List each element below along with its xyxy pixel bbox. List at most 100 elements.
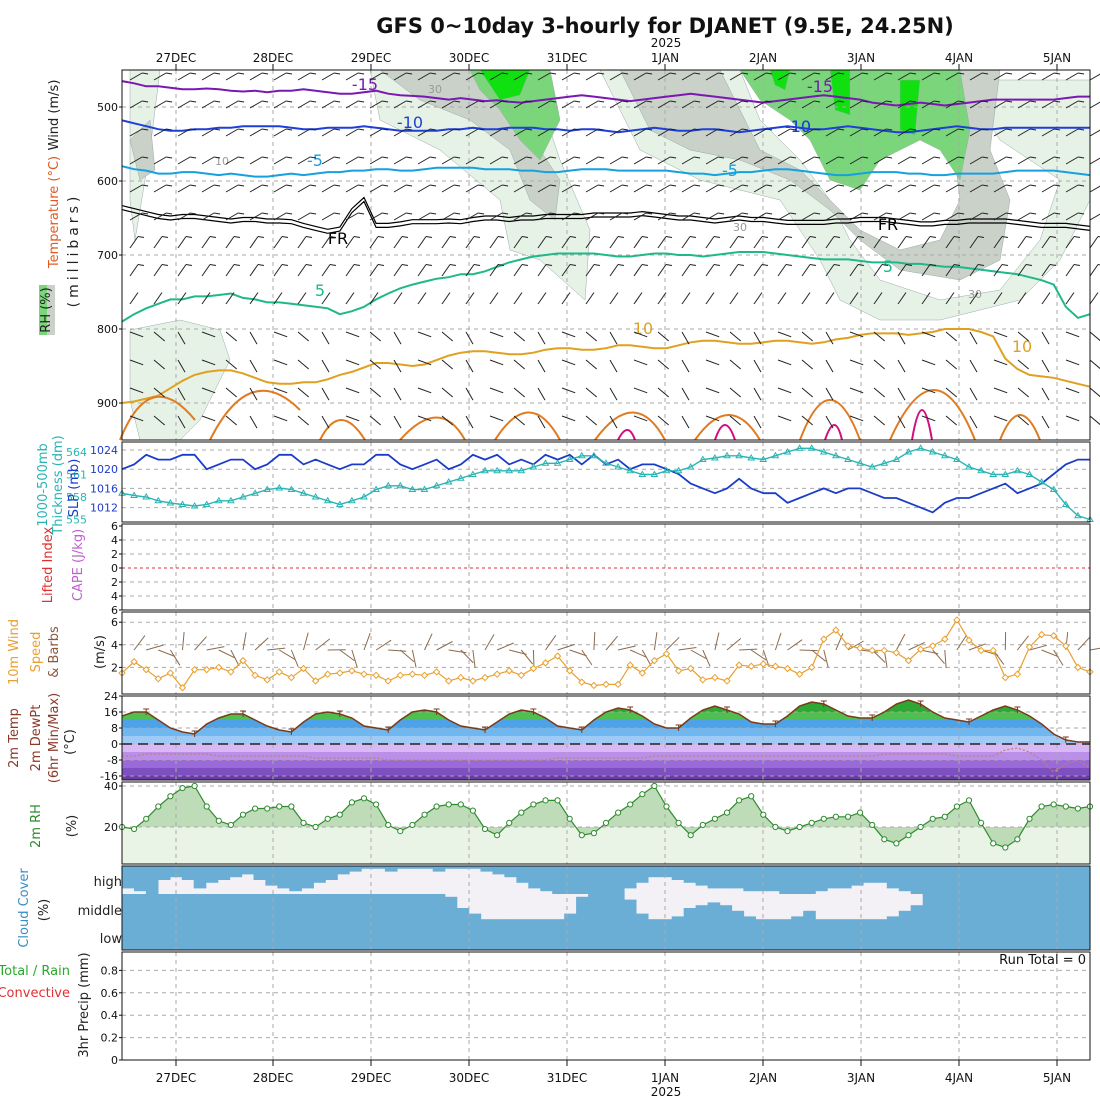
upper-axis-labels: Wind (m/s) Temperature (°C) RH (%) (mill… bbox=[39, 80, 82, 333]
rh2m-marker bbox=[530, 801, 537, 808]
wind-barb bbox=[753, 236, 763, 249]
cloud-bar bbox=[815, 866, 828, 892]
wind-barb-flag bbox=[334, 72, 341, 75]
thickness-marker bbox=[577, 451, 586, 459]
cloud-middle-label: middle bbox=[78, 904, 122, 919]
cloud-bar bbox=[946, 866, 960, 894]
wind-barb bbox=[561, 331, 576, 338]
wind-barb bbox=[1041, 184, 1055, 193]
wind-barb bbox=[1089, 213, 1100, 221]
wind-barb bbox=[249, 415, 258, 429]
slp-tick-label: 1020 bbox=[90, 463, 118, 476]
wind-barb-flag bbox=[497, 236, 505, 238]
thickness-marker bbox=[856, 459, 864, 466]
wind-barb bbox=[705, 128, 719, 137]
wind-barb bbox=[129, 331, 144, 338]
rh2m-marker bbox=[421, 811, 428, 818]
wind-barb bbox=[873, 236, 883, 249]
thickness-marker bbox=[711, 454, 719, 461]
wind10m-barb bbox=[678, 647, 697, 651]
rh2m-marker bbox=[772, 823, 779, 831]
wind-barb bbox=[441, 331, 454, 342]
upper-air-panel: 500600700800900-15-10-5FR510-10-15-10-5F… bbox=[39, 69, 1100, 441]
cloud-bar bbox=[731, 910, 745, 922]
rh2m-marker bbox=[518, 809, 525, 816]
wind-barb-flag bbox=[598, 128, 605, 131]
slp-tick-label: 1016 bbox=[90, 482, 118, 495]
wind-barb bbox=[249, 264, 259, 277]
wind-barb bbox=[489, 184, 503, 193]
wind10m-marker bbox=[638, 669, 647, 677]
wind10m-marker bbox=[384, 677, 392, 685]
thickness-marker bbox=[904, 448, 913, 455]
wind-barb-flag bbox=[334, 156, 341, 159]
cloud-bar bbox=[444, 896, 458, 922]
wind-barb bbox=[441, 264, 451, 277]
wind-barb-flag bbox=[1054, 72, 1061, 75]
contour-label: 5 bbox=[883, 257, 893, 276]
wind-barb bbox=[657, 212, 671, 221]
cloud-bar bbox=[229, 866, 243, 878]
thickness-marker bbox=[541, 459, 550, 466]
wind-barb bbox=[417, 264, 427, 277]
chart-title: GFS 0~10day 3-hourly for DJANET (9.5E, 2… bbox=[376, 14, 954, 38]
wind-barb-flag bbox=[934, 156, 941, 159]
wind-barb bbox=[537, 100, 551, 109]
wind-barb bbox=[993, 156, 1007, 165]
wind-barb bbox=[153, 264, 163, 277]
cloud-bar bbox=[922, 894, 936, 922]
wind-barb bbox=[945, 236, 955, 249]
wind-barb bbox=[945, 331, 958, 342]
wind-barb bbox=[537, 359, 546, 373]
wind-barb bbox=[681, 128, 695, 137]
wind-barb-flag bbox=[310, 72, 317, 75]
wind-barb-flag bbox=[1025, 264, 1033, 266]
thickness-marker bbox=[928, 448, 937, 455]
y-tick-label: 8 bbox=[111, 722, 118, 735]
y-tick-label: 0.8 bbox=[101, 964, 119, 977]
contour-label: 30 bbox=[428, 83, 442, 96]
wind-barb bbox=[177, 100, 191, 109]
wind-barb bbox=[321, 184, 335, 193]
rh2m-marker bbox=[155, 803, 162, 810]
wind-barb bbox=[1065, 331, 1080, 338]
wind-barb bbox=[921, 292, 931, 305]
wind-barb bbox=[513, 264, 523, 277]
wind-barb-flag bbox=[1054, 212, 1061, 215]
wind-barb-flag bbox=[881, 264, 889, 266]
wind10m-barb bbox=[182, 632, 185, 651]
temp2m-axis-labels: 2m Temp 2m DewPt (6hr Min/Max) (°C) bbox=[7, 693, 78, 783]
wind-barb bbox=[537, 331, 546, 345]
slp-tick-label: 1012 bbox=[90, 502, 118, 515]
rh2m-marker bbox=[252, 805, 259, 812]
thickness-marker bbox=[698, 455, 707, 462]
wind10m-barb bbox=[690, 649, 707, 660]
wind-barb-flag bbox=[137, 264, 145, 266]
rh2m-marker bbox=[723, 809, 731, 816]
wind-barb bbox=[945, 387, 958, 398]
wind-barb bbox=[369, 264, 379, 277]
wind-barb bbox=[1041, 264, 1051, 277]
contour-label: 30 bbox=[733, 221, 747, 234]
wind-barb bbox=[753, 387, 762, 401]
wind-barb-flag bbox=[694, 100, 701, 103]
wind-barb bbox=[1041, 359, 1050, 373]
wind-barb bbox=[1017, 415, 1030, 426]
cloud-bar bbox=[767, 866, 780, 892]
cloud-low-label: low bbox=[100, 932, 123, 947]
wind-barb-flag bbox=[670, 212, 677, 215]
cloud-bar bbox=[982, 922, 995, 950]
wind10m-marker bbox=[759, 660, 768, 668]
wind10m-barb bbox=[351, 649, 358, 668]
cloud-bar bbox=[134, 922, 147, 950]
wind-barb-flag bbox=[641, 264, 649, 266]
rh2m-marker bbox=[590, 830, 598, 837]
wind-barb-flag bbox=[334, 184, 341, 187]
wind-barb-flag bbox=[382, 184, 389, 187]
cloud-bar bbox=[683, 866, 697, 883]
wind-barb bbox=[681, 212, 695, 221]
wind10m-marker bbox=[565, 667, 574, 675]
wind-barb-flag bbox=[137, 236, 145, 238]
wind-barb bbox=[537, 292, 547, 305]
